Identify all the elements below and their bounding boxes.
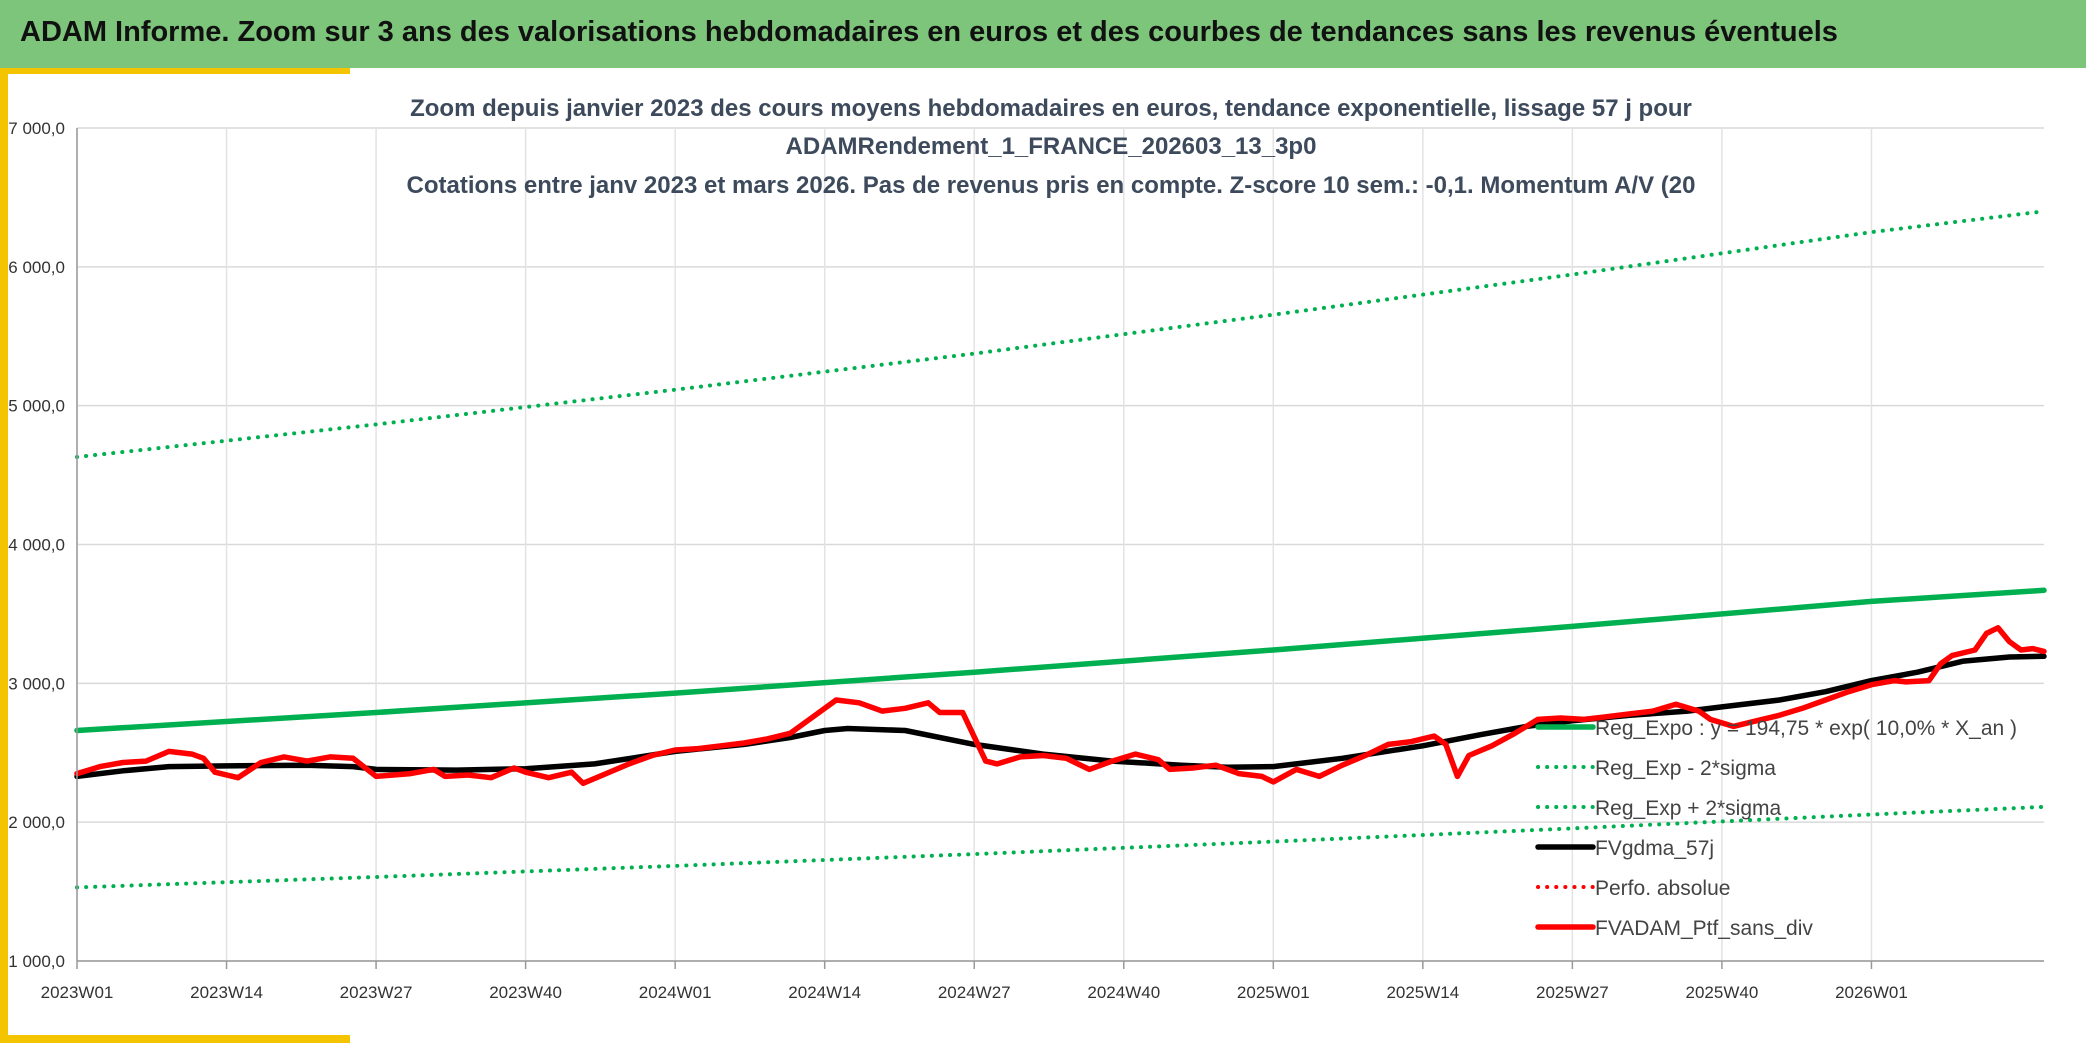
x-tick-label: 2024W27 xyxy=(938,983,1011,1002)
legend-label: FVgdma_57j xyxy=(1595,837,1714,860)
x-tick-label: 2025W01 xyxy=(1237,983,1310,1002)
legend-label: Perfo. absolue xyxy=(1595,877,1730,900)
x-tick-label: 2025W40 xyxy=(1686,983,1759,1002)
chart-title-line: Cotations entre janv 2023 et mars 2026. … xyxy=(407,172,1696,199)
accent-bar-left xyxy=(0,68,8,1043)
chart-title-line: ADAMRendement_1_FRANCE_202603_13_3p0 xyxy=(786,133,1317,160)
y-tick-label: 5 000,0 xyxy=(8,397,65,416)
series-line-1 xyxy=(75,804,2046,890)
chart-title: Zoom depuis janvier 2023 des cours moyen… xyxy=(407,95,1696,199)
y-tick-label: 2 000,0 xyxy=(8,813,65,832)
y-tick-label: 7 000,0 xyxy=(8,119,65,138)
y-tick-label: 1 000,0 xyxy=(8,952,65,971)
y-tick-label: 6 000,0 xyxy=(8,258,65,277)
legend: Reg_Expo : y = 194,75 * exp( 10,0% * X_a… xyxy=(1535,717,2017,940)
x-tick-label: 2024W01 xyxy=(639,983,712,1002)
x-tick-label: 2023W14 xyxy=(190,983,263,1002)
x-tick-label: 2023W40 xyxy=(489,983,562,1002)
legend-label: FVADAM_Ptf_sans_div xyxy=(1595,917,1813,940)
legend-label: Reg_Expo : y = 194,75 * exp( 10,0% * X_a… xyxy=(1595,717,2017,740)
y-tick-label: 3 000,0 xyxy=(8,674,65,693)
series-line-2 xyxy=(75,209,2046,459)
chart-title-line: Zoom depuis janvier 2023 des cours moyen… xyxy=(410,95,1692,122)
header-bar: ADAM Informe. Zoom sur 3 ans des valoris… xyxy=(0,0,2086,68)
grid-lines xyxy=(76,127,2044,962)
x-tick-label: 2023W27 xyxy=(340,983,413,1002)
x-tick-label: 2024W14 xyxy=(788,983,861,1002)
accent-bar-bottom xyxy=(0,1035,350,1043)
legend-label: Reg_Exp + 2*sigma xyxy=(1595,797,1782,820)
page-title: ADAM Informe. Zoom sur 3 ans des valoris… xyxy=(20,16,1838,48)
series-line-0 xyxy=(74,587,2047,734)
x-tick-label: 2024W40 xyxy=(1087,983,1160,1002)
x-tick-label: 2023W01 xyxy=(41,983,114,1002)
axes: 1 000,0 2 000,0 3 000,0 4 000,0 5 000,0 6 000… xyxy=(8,119,2044,1002)
y-tick-label: 4 000,0 xyxy=(8,536,65,555)
series-line-5 xyxy=(74,625,2047,787)
legend-label: Reg_Exp - 2*sigma xyxy=(1595,757,1776,780)
x-tick-label: 2026W01 xyxy=(1835,983,1908,1002)
series-lines xyxy=(74,209,2047,890)
accent-bar-top xyxy=(0,68,350,74)
x-tick-label: 2025W14 xyxy=(1386,983,1459,1002)
x-tick-label: 2025W27 xyxy=(1536,983,1609,1002)
